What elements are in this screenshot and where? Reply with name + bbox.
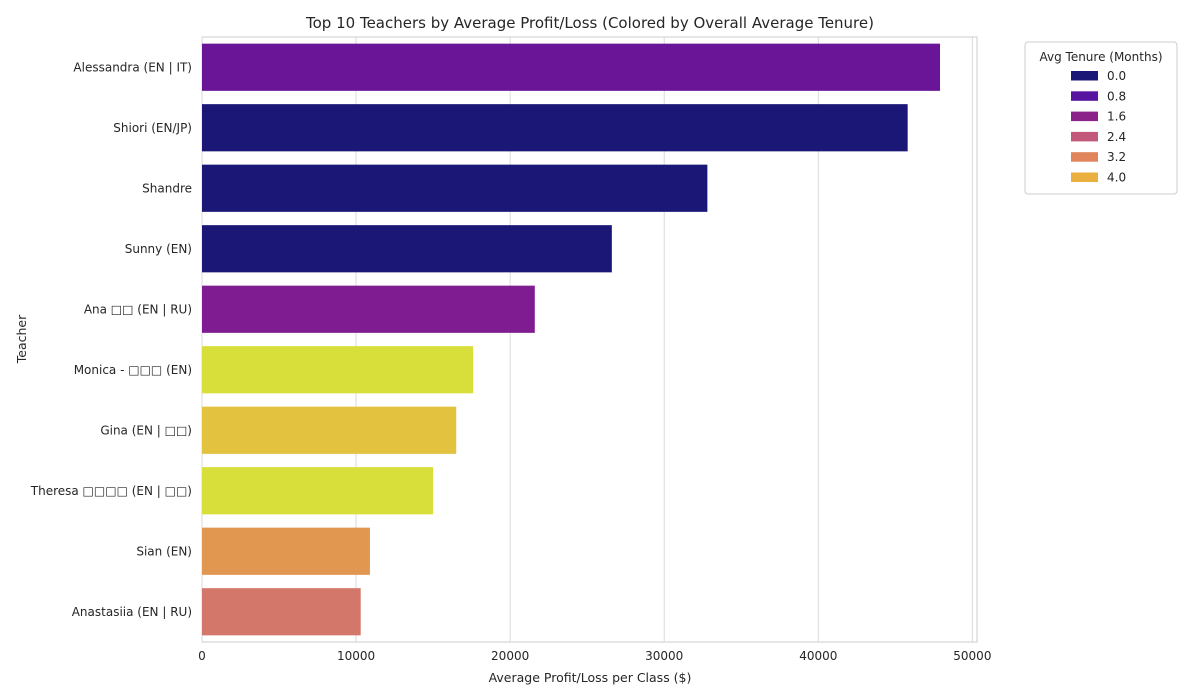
legend-swatch xyxy=(1071,91,1098,101)
y-tick-label: Shiori (EN/JP) xyxy=(113,121,192,135)
y-tick-label: Anastasiia (EN | RU) xyxy=(72,605,192,619)
bar xyxy=(202,527,370,575)
x-tick-label: 0 xyxy=(198,649,206,663)
y-tick-label: Monica - □□□ (EN) xyxy=(74,363,192,377)
bar xyxy=(202,225,612,273)
legend-frame xyxy=(1024,41,1178,195)
x-tick-label: 10000 xyxy=(337,649,375,663)
plot-area: 0 10000 20000 30000 40000 50000 Alessandra (E… xyxy=(30,36,991,663)
bar xyxy=(202,285,535,333)
y-tick-label: Sian (EN) xyxy=(136,544,192,558)
y-tick-label: Shandre xyxy=(142,181,192,195)
x-tick-label: 30000 xyxy=(645,649,683,663)
legend-label: 3.2 xyxy=(1107,150,1126,164)
y-tick-label: Ana □□ (EN | RU) xyxy=(84,302,192,316)
legend-title: Avg Tenure (Months) xyxy=(1039,50,1162,64)
legend: Avg Tenure (Months) 0.0 0.8 1.6 2.4 3.2 4.0 xyxy=(1024,41,1178,195)
y-axis-title: Teacher xyxy=(14,314,29,364)
bar xyxy=(202,588,361,636)
bars xyxy=(202,43,941,636)
bar xyxy=(202,164,708,212)
legend-label: 4.0 xyxy=(1107,171,1126,185)
chart-title: Top 10 Teachers by Average Profit/Loss (… xyxy=(305,14,874,32)
legend-swatch xyxy=(1071,131,1098,142)
y-axis-ticks: Alessandra (EN | IT) Shiori (EN/JP) Shandr… xyxy=(30,60,192,619)
bar xyxy=(202,406,457,454)
bar xyxy=(202,467,434,515)
legend-swatch xyxy=(1071,152,1098,162)
bar xyxy=(202,43,941,91)
y-tick-label: Alessandra (EN | IT) xyxy=(73,60,192,74)
legend-swatch xyxy=(1071,172,1098,182)
legend-label: 0.8 xyxy=(1107,89,1126,103)
legend-label: 0.0 xyxy=(1107,69,1126,83)
x-tick-label: 20000 xyxy=(491,649,529,663)
legend-swatch xyxy=(1071,111,1098,122)
x-axis-title: Average Profit/Loss per Class ($) xyxy=(489,670,692,685)
bar xyxy=(202,104,908,152)
legend-entries: 0.0 0.8 1.6 2.4 3.2 4.0 xyxy=(1071,69,1126,185)
legend-label: 1.6 xyxy=(1107,110,1126,124)
bar xyxy=(202,346,474,394)
y-tick-label: Sunny (EN) xyxy=(125,242,192,256)
x-tick-label: 50000 xyxy=(953,649,991,663)
legend-swatch xyxy=(1071,71,1098,81)
y-tick-label: Gina (EN | □□) xyxy=(100,423,192,437)
legend-label: 2.4 xyxy=(1107,130,1126,144)
x-axis-ticks: 0 10000 20000 30000 40000 50000 xyxy=(198,649,991,663)
x-tick-label: 40000 xyxy=(799,649,837,663)
y-tick-label: Theresa □□□□ (EN | □□) xyxy=(30,484,192,498)
